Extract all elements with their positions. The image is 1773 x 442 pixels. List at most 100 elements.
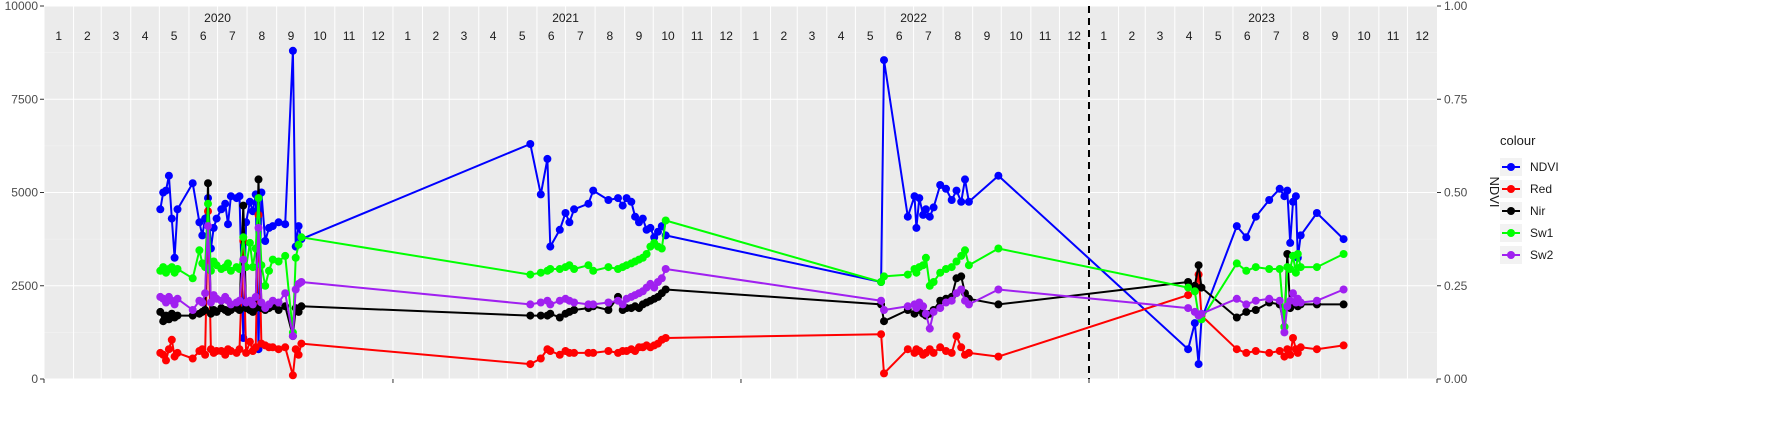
y-left-tick-label: 2500 [11,279,38,293]
data-point-nir [297,302,306,311]
legend-item-red: Red [1500,180,1552,198]
data-point-sw1 [994,244,1003,253]
month-label: 2 [1129,29,1136,43]
data-point-ndvi [1286,238,1295,247]
data-point-sw1 [206,266,215,275]
data-point-sw1 [584,261,593,270]
data-point-red [235,345,244,354]
data-point-sw1 [245,238,254,247]
data-point-ndvi [224,220,232,229]
month-label: 3 [809,29,816,43]
month-label: 1 [55,29,62,43]
data-point-nir [546,309,555,318]
data-point-red [1312,345,1321,354]
data-point-sw2 [257,298,266,307]
data-point-sw2 [1232,294,1241,303]
data-point-nir [156,307,165,316]
data-point-sw1 [952,257,961,266]
data-point-nir [1194,261,1203,270]
data-point-red [1275,347,1284,355]
data-point-sw2 [188,306,197,314]
data-point-sw2 [204,222,212,231]
data-point-sw2 [650,283,659,292]
data-point-red [877,330,886,339]
data-point-red [162,356,170,365]
legend-label: Sw1 [1530,226,1554,240]
legend-item-nir: Nir [1500,202,1545,220]
data-point-sw2 [877,296,886,305]
data-point-sw1 [248,263,257,272]
data-point-sw1 [173,265,182,273]
data-point-ndvi [1190,319,1199,328]
data-point-sw2 [1280,328,1289,337]
data-point-ndvi [964,197,973,206]
month-label: 11 [343,29,356,43]
data-point-ndvi [952,186,961,195]
data-point-ndvi [167,214,176,223]
month-label: 10 [1009,29,1023,43]
data-point-ndvi [212,214,221,223]
month-label: 2 [781,29,788,43]
month-label: 12 [1416,29,1430,43]
data-point-nir [1190,281,1199,290]
month-label: 11 [1387,29,1400,43]
data-point-ndvi [957,197,966,206]
year-label: 2023 [1248,11,1275,25]
data-point-nir [536,311,545,320]
y-left-tick-label: 7500 [11,92,38,106]
month-label: 1 [404,29,411,43]
data-point-sw1 [265,266,273,275]
data-point-sw2 [526,300,535,309]
grid-lines [43,5,1437,380]
data-point-ndvi [1312,209,1321,217]
data-point-ndvi [942,184,950,193]
data-point-ndvi [294,222,303,231]
data-point-red [1242,348,1251,357]
month-label: 6 [1244,29,1251,43]
data-point-sw2 [1296,298,1305,307]
series-sw1 [156,194,1348,337]
data-point-sw2 [957,285,966,294]
data-point-sw2 [1184,304,1193,313]
data-point-sw1 [1184,283,1193,292]
data-point-sw2 [604,298,613,307]
data-point-red [936,343,945,352]
data-point-sw1 [188,274,197,283]
data-point-ndvi [947,196,956,204]
month-label: 10 [313,29,327,43]
data-point-red [526,360,535,369]
data-point-sw1 [589,266,598,275]
data-point-sw2 [936,304,945,313]
data-point-sw2 [994,285,1003,294]
legend-key-point [1507,207,1515,215]
data-point-sw1 [1190,287,1199,296]
data-point-sw1 [1232,259,1241,268]
month-label: 6 [200,29,207,43]
data-point-red [1232,345,1241,354]
data-point-ndvi [526,140,535,148]
data-point-sw2 [925,324,934,333]
data-point-ndvi [584,199,593,208]
data-point-ndvi [1283,186,1292,195]
month-label: 2 [433,29,440,43]
data-point-sw2 [206,298,215,307]
data-point-sw2 [618,300,627,309]
data-point-sw2 [288,332,297,341]
data-point-sw2 [536,298,545,307]
data-point-sw1 [570,265,579,273]
data-point-ndvi [570,205,579,214]
data-point-sw1 [274,257,283,266]
data-point-ndvi [555,225,564,234]
month-label: 8 [259,29,266,43]
data-point-ndvi [1275,184,1284,193]
month-label: 3 [113,29,120,43]
month-label: 6 [896,29,903,43]
month-label: 6 [548,29,555,43]
data-point-red [164,345,173,354]
y-right-tick-label: 0.00 [1444,372,1468,386]
y-right-tick-label: 0.50 [1444,186,1468,200]
data-point-ndvi [173,205,182,214]
month-label: 9 [1332,29,1339,43]
data-point-sw1 [964,261,973,270]
legend-item-sw1: Sw1 [1500,224,1554,242]
